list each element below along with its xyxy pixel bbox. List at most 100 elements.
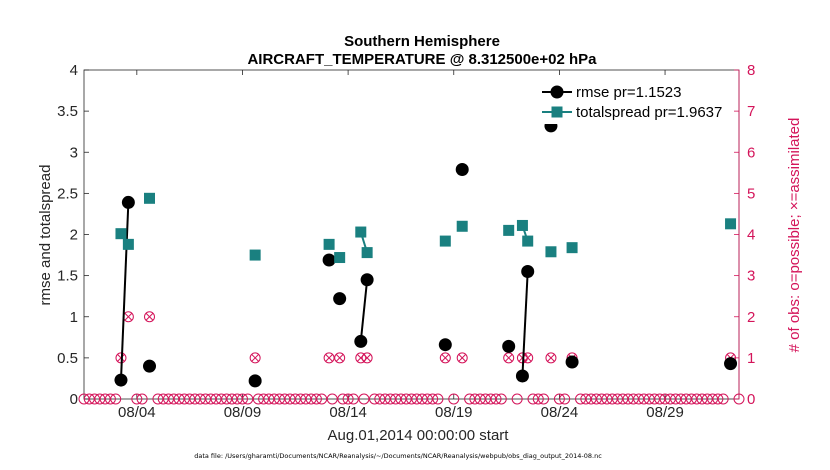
obs-possible-circle bbox=[361, 352, 373, 364]
plot-area bbox=[83, 69, 740, 400]
totalspread-point bbox=[115, 228, 127, 240]
obs-zero-marker bbox=[110, 393, 122, 405]
left-tick-label: 2.5 bbox=[57, 185, 78, 202]
obs-zero-marker bbox=[131, 393, 143, 405]
obs-zero-marker bbox=[104, 393, 116, 405]
left-tick-label: 3 bbox=[70, 144, 78, 161]
x-tick-label: 08/19 bbox=[435, 404, 473, 421]
y-axis-label-right: # of obs: o=possible; ×=assimilated bbox=[786, 118, 803, 353]
obs-zero-marker bbox=[406, 393, 417, 405]
obs-possible-circle bbox=[439, 352, 451, 364]
legend-totalspread-marker bbox=[551, 106, 563, 118]
obs-zero-marker bbox=[369, 393, 381, 405]
obs-possible-circle bbox=[456, 352, 468, 364]
obs-zero-marker bbox=[638, 393, 650, 405]
obs-zero-marker bbox=[258, 393, 270, 405]
obs-zero-marker bbox=[152, 393, 164, 405]
totalspread-point bbox=[361, 247, 373, 259]
rmse-point bbox=[354, 334, 368, 348]
rmse-point bbox=[248, 374, 262, 388]
totalspread-point bbox=[439, 235, 451, 247]
x-tick-label: 08/14 bbox=[329, 404, 367, 421]
obs-zero-marker bbox=[633, 393, 645, 405]
obs-possible-circle bbox=[144, 311, 155, 323]
totalspread-point bbox=[516, 219, 528, 231]
obs-zero-marker bbox=[284, 393, 296, 405]
obs-zero-marker bbox=[585, 393, 597, 405]
obs-zero-marker bbox=[89, 393, 101, 405]
totalspread-point bbox=[503, 224, 515, 236]
obs-zero-marker bbox=[305, 393, 317, 405]
right-tick-label: 7 bbox=[747, 103, 755, 120]
obs-zero-marker bbox=[559, 393, 571, 405]
obs-assimilated-cross bbox=[325, 353, 334, 362]
obs-zero-marker bbox=[622, 393, 634, 405]
data-file-footnote: data file: /Users/gharamti/Documents/NCA… bbox=[194, 452, 602, 460]
rmse-point bbox=[333, 292, 347, 306]
right-tick-label: 4 bbox=[747, 227, 755, 244]
obs-zero-marker bbox=[268, 393, 280, 405]
left-axis-ticks: 0 0.5 1 1.5 2 2.5 3 3.5 4 bbox=[57, 62, 89, 408]
obs-zero-marker bbox=[390, 393, 402, 405]
obs-assimilated-cross bbox=[504, 353, 513, 362]
obs-zero-marker bbox=[416, 393, 428, 405]
obs-zero-marker bbox=[612, 393, 624, 405]
obs-zero-marker bbox=[252, 393, 264, 405]
legend-totalspread-label: totalspread pr=1.9637 bbox=[576, 104, 722, 121]
totalspread-point bbox=[522, 235, 534, 247]
legend-box bbox=[535, 78, 730, 124]
left-tick-label: 1 bbox=[70, 309, 78, 326]
obs-zero-marker bbox=[231, 393, 243, 405]
obs-zero-marker bbox=[707, 393, 719, 405]
left-tick-label: 0.5 bbox=[57, 350, 78, 367]
rmse-point bbox=[322, 253, 336, 267]
right-tick-label: 3 bbox=[747, 268, 755, 285]
right-tick-label: 5 bbox=[747, 185, 755, 202]
obs-zero-marker bbox=[691, 393, 703, 405]
totalspread-point bbox=[122, 238, 134, 250]
left-tick-label: 2 bbox=[70, 227, 78, 244]
obs-zero-marker bbox=[310, 393, 322, 405]
obs-possible-circle bbox=[545, 352, 557, 364]
rmse-point bbox=[455, 163, 469, 177]
obs-zero-marker bbox=[474, 393, 486, 405]
obs-zero-marker bbox=[184, 393, 196, 405]
obs-zero-marker bbox=[326, 393, 338, 405]
rmse-point bbox=[438, 338, 452, 352]
rmse-point bbox=[515, 369, 529, 383]
obs-zero-marker bbox=[205, 393, 217, 405]
left-tick-label: 1.5 bbox=[57, 268, 78, 285]
obs-count-marker bbox=[144, 311, 155, 323]
obs-zero-marker bbox=[189, 393, 201, 405]
obs-zero-marker bbox=[648, 393, 660, 405]
rmse-point bbox=[521, 265, 535, 279]
obs-zero-marker bbox=[242, 393, 254, 405]
obs-assimilated-cross bbox=[523, 353, 532, 362]
obs-zero-marker bbox=[590, 393, 602, 405]
obs-zero-marker bbox=[273, 393, 285, 405]
legend: rmse pr=1.1523 totalspread pr=1.9637 bbox=[535, 78, 730, 124]
x-axis-label: Aug.01,2014 00:00:00 start bbox=[328, 427, 510, 444]
legend-rmse-marker bbox=[550, 85, 564, 99]
obs-zero-marker bbox=[538, 393, 550, 405]
x-tick-label: 08/09 bbox=[224, 404, 262, 421]
obs-zero-marker bbox=[448, 393, 460, 405]
totalspread-point bbox=[545, 246, 557, 258]
rmse-point bbox=[502, 339, 516, 353]
right-tick-label: 6 bbox=[747, 144, 755, 161]
obs-zero-marker bbox=[295, 393, 307, 405]
rmse-point bbox=[724, 357, 738, 371]
obs-assimilated-cross bbox=[124, 312, 133, 321]
obs-assimilated-cross bbox=[363, 353, 372, 362]
obs-count-marker bbox=[323, 352, 335, 364]
x-tick-label: 08/29 bbox=[646, 404, 684, 421]
obs-zero-marker bbox=[606, 393, 618, 405]
obs-zero-marker bbox=[210, 393, 222, 405]
left-tick-label: 3.5 bbox=[57, 103, 78, 120]
obs-zero-marker bbox=[479, 393, 491, 405]
obs-zero-marker bbox=[236, 393, 248, 405]
totalspread-point bbox=[334, 252, 346, 264]
chart-title-line1: Southern Hemisphere bbox=[344, 33, 500, 50]
obs-zero-marker bbox=[199, 393, 211, 405]
